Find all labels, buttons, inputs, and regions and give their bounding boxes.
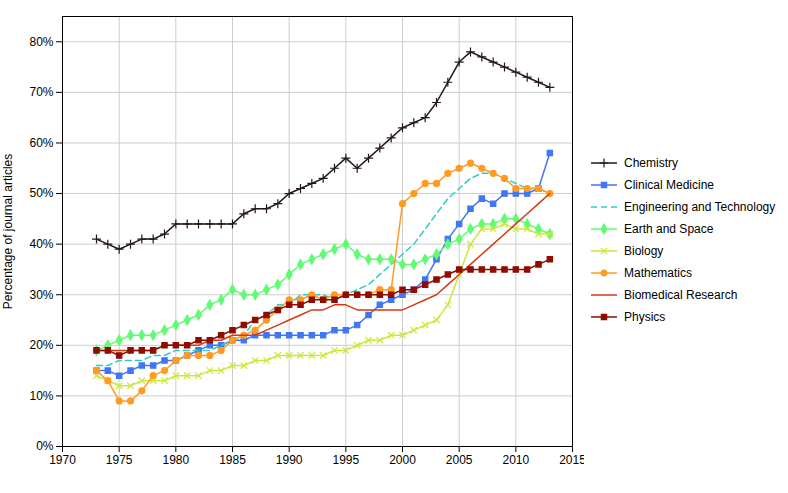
svg-text:10%: 10% — [29, 389, 53, 403]
svg-text:1990: 1990 — [276, 453, 303, 467]
svg-text:2000: 2000 — [389, 453, 416, 467]
svg-text:60%: 60% — [29, 136, 53, 150]
svg-text:50%: 50% — [29, 186, 53, 200]
svg-text:1980: 1980 — [162, 453, 189, 467]
svg-text:40%: 40% — [29, 237, 53, 251]
svg-text:0%: 0% — [36, 439, 54, 453]
html-text:Engineering and Technology: Engineering and Technology — [624, 200, 776, 214]
svg-text:Percentage of journal articles: Percentage of journal articles — [1, 154, 15, 309]
html-text:Earth and Space: Earth and Space — [624, 222, 714, 236]
svg-text:2015: 2015 — [559, 453, 584, 467]
svg-text:2010: 2010 — [502, 453, 529, 467]
svg-text:1985: 1985 — [219, 453, 246, 467]
svg-text:1995: 1995 — [332, 453, 359, 467]
svg-text:1975: 1975 — [106, 453, 133, 467]
html-text:Biology: Biology — [624, 244, 664, 258]
html-text:Clinical Medicine: Clinical Medicine — [624, 178, 714, 192]
svg-text:80%: 80% — [29, 35, 53, 49]
svg-text:1970: 1970 — [49, 453, 76, 467]
html-text:Biomedical Research: Biomedical Research — [624, 288, 738, 302]
html-text:Chemistry: Chemistry — [624, 156, 678, 170]
html-text:Physics: Physics — [624, 310, 666, 324]
svg-text:20%: 20% — [29, 338, 53, 352]
html-text:Mathematics: Mathematics — [624, 266, 692, 280]
svg-text:30%: 30% — [29, 288, 53, 302]
svg-text:2005: 2005 — [446, 453, 473, 467]
svg-text:70%: 70% — [29, 85, 53, 99]
